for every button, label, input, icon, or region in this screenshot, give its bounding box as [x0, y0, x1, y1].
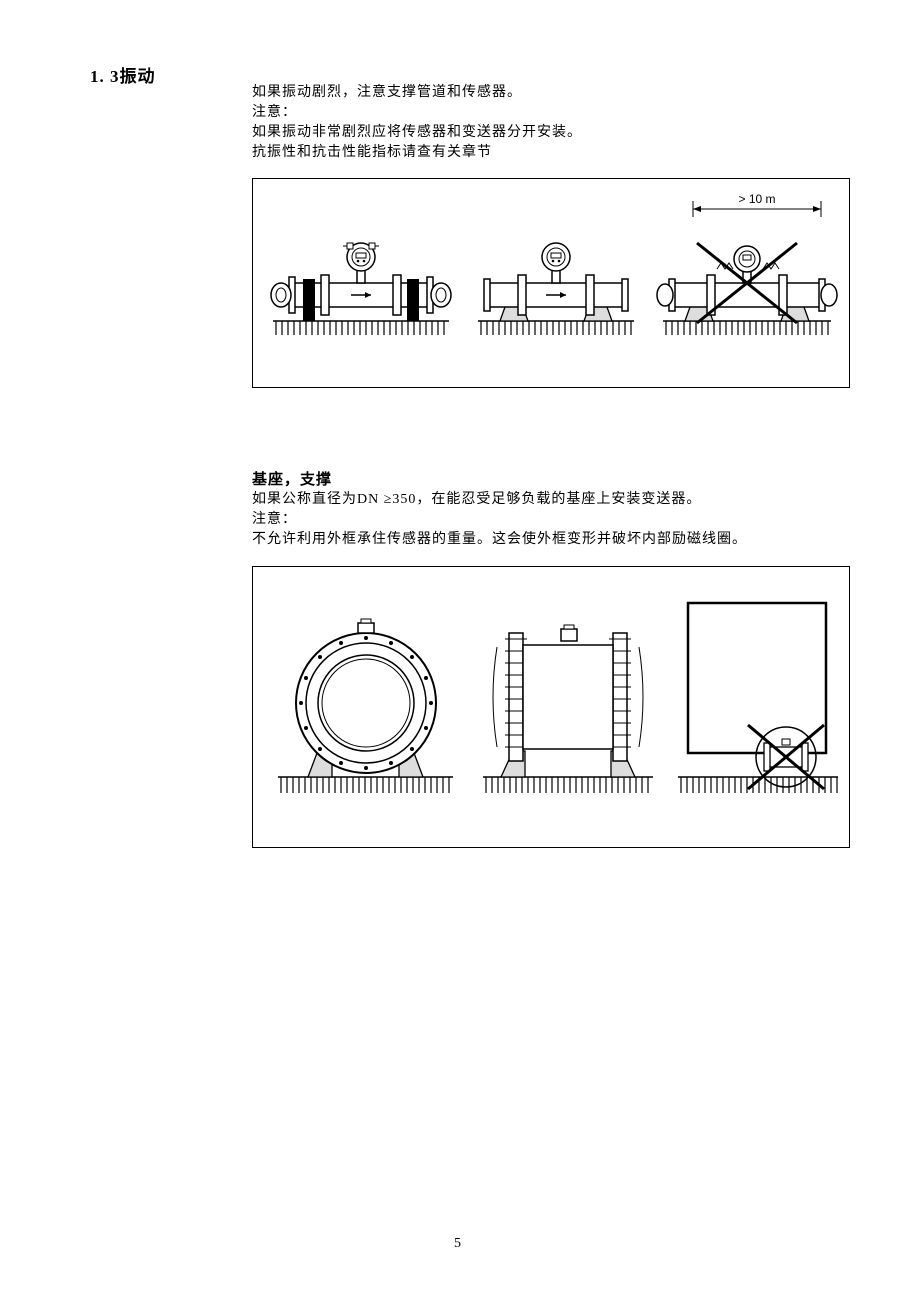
s1-line-3: 抗振性和抗击性能指标请查有关章节: [252, 143, 582, 163]
figure-vibration-mounting: > 10 m: [252, 178, 850, 388]
section-1-heading: 1. 3振动: [90, 62, 156, 87]
s1-line-0: 如果振动剧烈，注意支撑管道和传感器。: [252, 83, 582, 103]
page-number: 5: [454, 1236, 461, 1252]
s2-line-1: 注意：: [252, 510, 747, 530]
figure-foundation-mounting: [252, 566, 850, 848]
section-2-heading-text: 基座，支撑: [252, 472, 332, 488]
section-2-paragraph: 如果公称直径为DN ≥350，在能忍受足够负载的基座上安装变送器。 注意： 不允…: [252, 490, 747, 550]
section-1-heading-text: 1. 3振动: [90, 67, 156, 86]
s1-line-2: 如果振动非常剧烈应将传感器和变送器分开安装。: [252, 123, 582, 143]
section-2-heading: 基座，支撑: [252, 470, 332, 490]
page-number-value: 5: [454, 1236, 461, 1251]
section-1-paragraph: 如果振动剧烈，注意支撑管道和传感器。 注意： 如果振动非常剧烈应将传感器和变送器…: [252, 83, 582, 163]
s2-line-2: 不允许利用外框承住传感器的重量。这会使外框变形并破坏内部励磁线圈。: [252, 530, 747, 550]
page-root: 1. 3振动 如果振动剧烈，注意支撑管道和传感器。 注意： 如果振动非常剧烈应将…: [0, 0, 920, 1300]
fig1-dim-label: > 10 m: [738, 192, 775, 206]
s2-line-0: 如果公称直径为DN ≥350，在能忍受足够负载的基座上安装变送器。: [252, 490, 747, 510]
figure-2-svg: [253, 567, 849, 847]
figure-1-svg: > 10 m: [253, 179, 849, 387]
s1-line-1: 注意：: [252, 103, 582, 123]
